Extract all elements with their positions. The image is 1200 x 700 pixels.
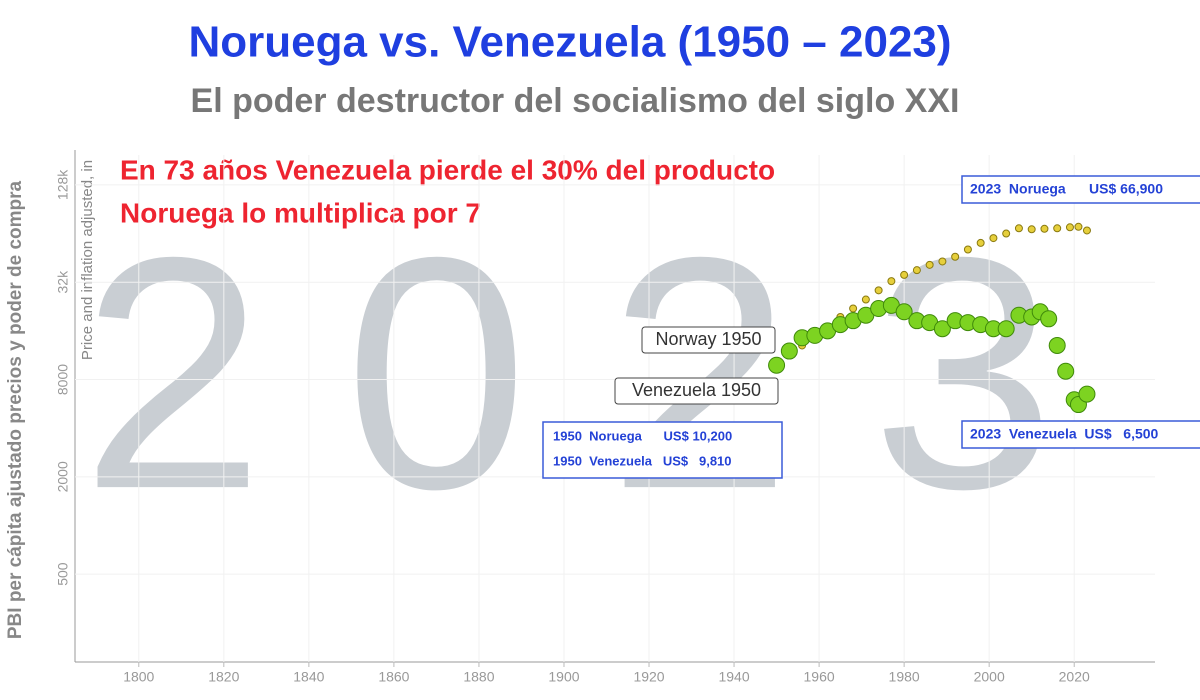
y-tick-label: 32k (55, 270, 71, 294)
chart-subtitle: El poder destructor del socialismo del s… (191, 82, 960, 120)
x-tick-label: 1800 (123, 669, 154, 685)
data-point (895, 303, 913, 321)
info-text: 1950 Venezuela US$ 9,810 (553, 453, 732, 468)
data-point (900, 270, 909, 279)
x-tick-label: 1900 (548, 669, 579, 685)
data-point (849, 304, 858, 313)
y-tick-label: 128k (55, 169, 71, 200)
data-point (1040, 224, 1049, 233)
data-point (768, 356, 786, 374)
x-tick-label: 1980 (889, 669, 920, 685)
data-point (1082, 226, 1091, 235)
data-point (963, 245, 972, 254)
data-point (780, 342, 798, 360)
data-point (938, 257, 947, 266)
data-point (989, 234, 998, 243)
data-point (1053, 224, 1062, 233)
x-tick-label: 2020 (1059, 669, 1090, 685)
y-axis-label: PBI per cápita ajustado precios y poder … (5, 180, 26, 639)
data-point (976, 238, 985, 247)
data-point (874, 286, 883, 295)
x-tick-label: 1920 (633, 669, 664, 685)
data-point (1078, 385, 1096, 403)
data-point (933, 320, 951, 338)
info-text: 2023 Venezuela US$ 6,500 (970, 426, 1159, 442)
data-point (861, 295, 870, 304)
x-tick-label: 1860 (378, 669, 409, 685)
data-point (925, 260, 934, 269)
x-tick-label: 1840 (293, 669, 324, 685)
data-point (912, 266, 921, 275)
x-tick-label: 1820 (208, 669, 239, 685)
info-box (542, 421, 783, 479)
data-point (1074, 222, 1083, 231)
chart-title: Noruega vs. Venezuela (1950 – 2023) (188, 18, 951, 67)
y-axis-label-2: Price and inflation adjusted, in (79, 160, 96, 360)
data-point (1065, 223, 1074, 232)
data-point (997, 320, 1015, 338)
y-tick-label: 2000 (55, 461, 71, 492)
info-box (961, 175, 1200, 204)
data-point (1027, 225, 1036, 234)
y-tick-label: 8000 (55, 364, 71, 395)
x-tick-label: 1940 (718, 669, 749, 685)
y-tick-label: 500 (55, 562, 71, 586)
year-watermark: 2023 (81, 188, 1135, 557)
data-point (887, 277, 896, 286)
x-tick-label: 1880 (463, 669, 494, 685)
data-point (1057, 362, 1075, 380)
label-box (641, 326, 776, 354)
info-text: 1950 Noruega US$ 10,200 (553, 428, 732, 443)
point-label: Venezuela 1950 (632, 380, 761, 400)
info-text: 2023 Noruega US$ 66,900 (970, 181, 1163, 197)
data-point (1002, 229, 1011, 238)
data-point (1048, 336, 1066, 354)
data-point (1040, 310, 1058, 328)
label-box (614, 377, 779, 405)
data-point (951, 252, 960, 261)
annotation: En 73 años Venezuela pierde el 30% del p… (120, 154, 775, 185)
data-point (1014, 224, 1023, 233)
x-tick-label: 2000 (974, 669, 1005, 685)
info-box (961, 420, 1200, 449)
point-label: Norway 1950 (655, 329, 761, 349)
x-tick-label: 1960 (804, 669, 835, 685)
annotation: Noruega lo multiplica por 7 (120, 197, 481, 228)
